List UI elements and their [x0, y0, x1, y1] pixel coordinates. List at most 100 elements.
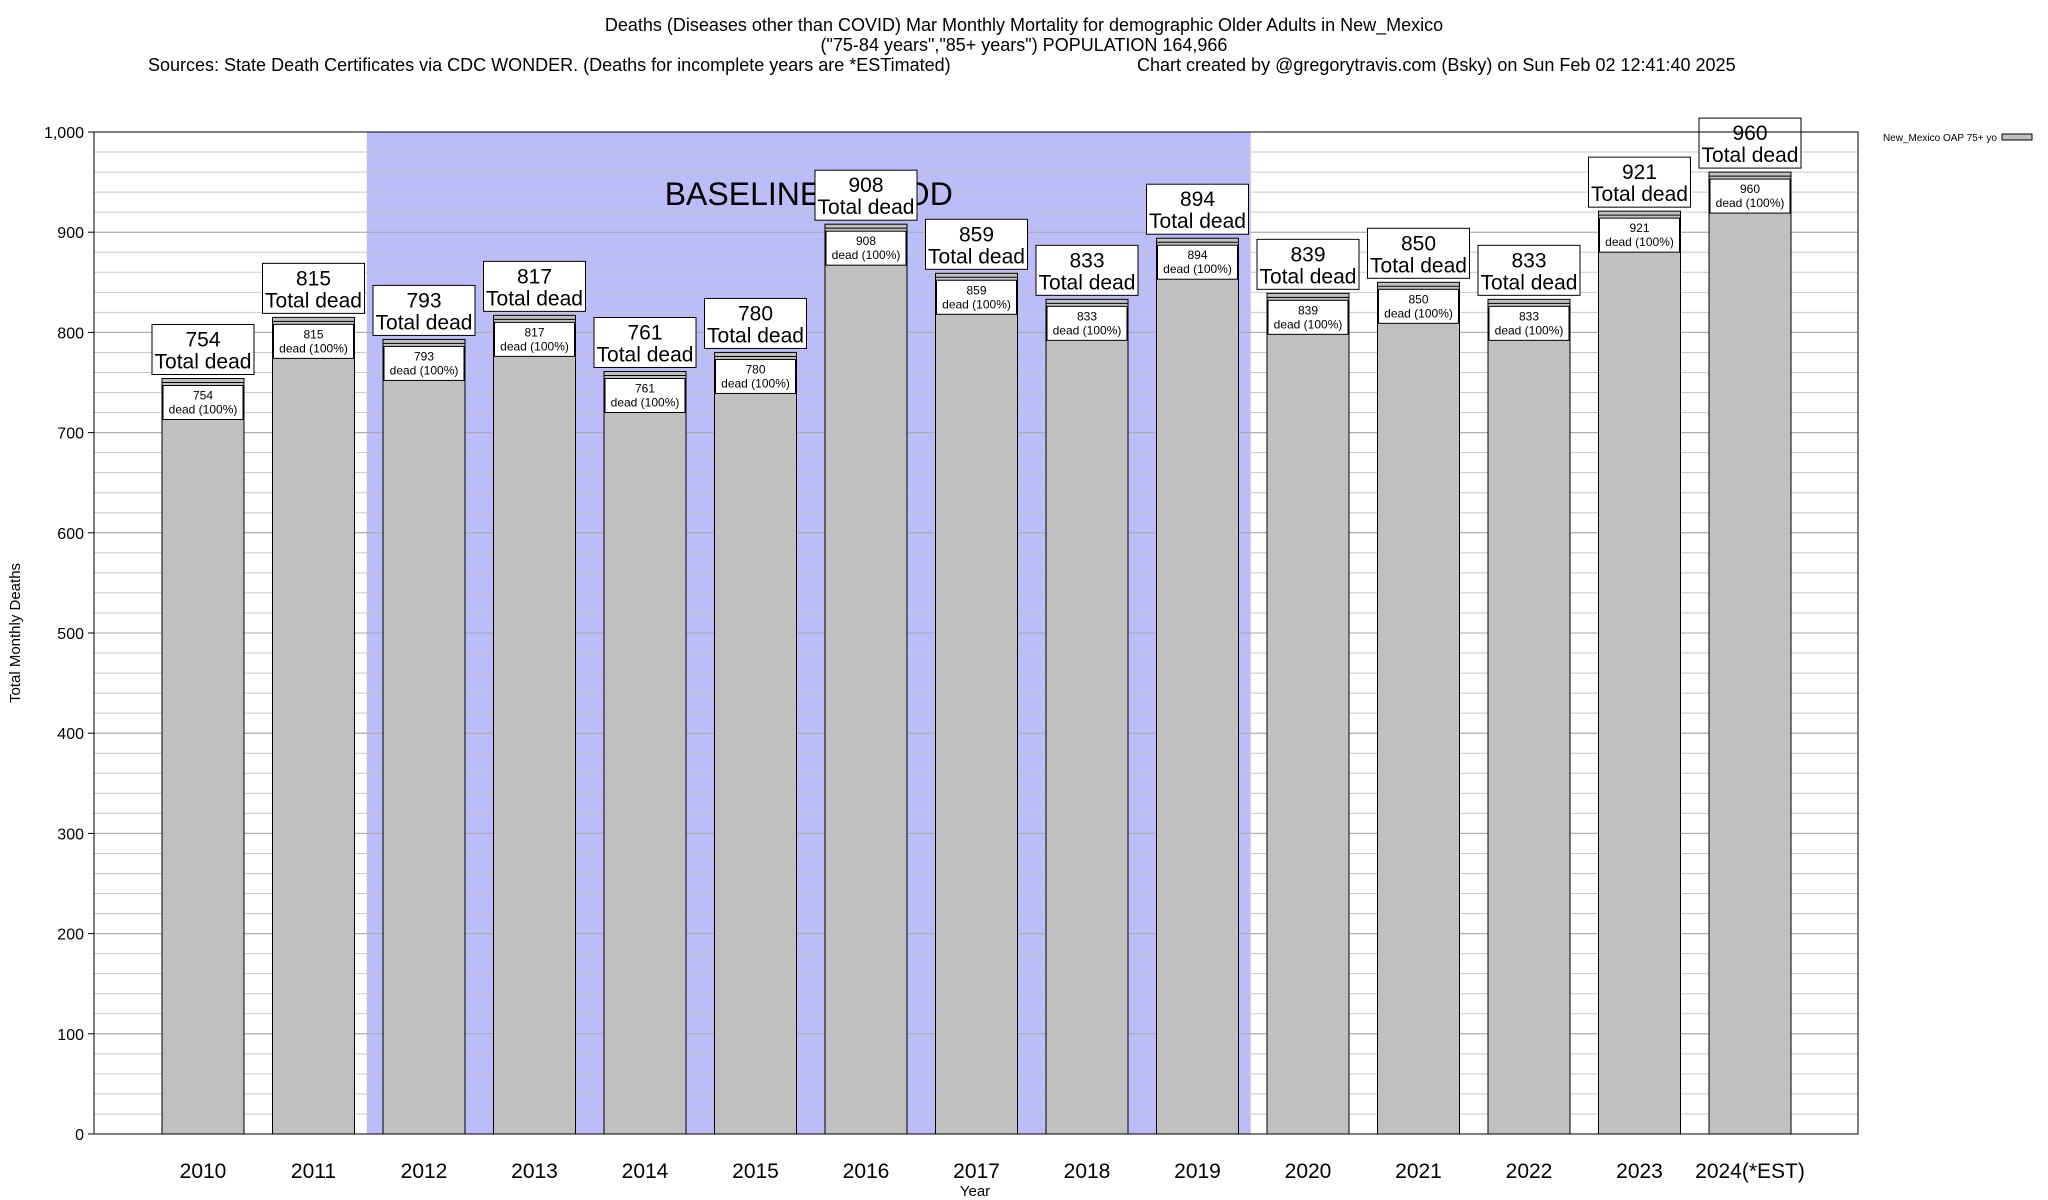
x-tick-label: 2020 — [1285, 1160, 1332, 1183]
bar-total-label-box — [1146, 183, 1249, 235]
bar-inner-value-label: 960 — [1740, 182, 1760, 196]
bar-inner-label-box — [1599, 217, 1680, 253]
bar — [1487, 298, 1571, 1135]
x-tick-label: 2024(*EST) — [1695, 1160, 1805, 1183]
bar — [824, 223, 908, 1135]
bar-inner-value-label: 793 — [414, 349, 434, 363]
x-tick-label: 2022 — [1506, 1160, 1553, 1183]
legend-swatch — [2001, 133, 2033, 141]
bar-inner-value-label: 761 — [635, 381, 655, 395]
bar-total-label-box — [704, 297, 807, 349]
legend-label: New_Mexico OAP 75+ yo — [1883, 133, 1997, 144]
bar-inner-percent-label: dead (100%) — [1053, 323, 1122, 337]
bar-total-label-box — [1477, 244, 1581, 296]
x-tick-label: 2021 — [1395, 1160, 1442, 1183]
bar-inner-percent-label: dead (100%) — [1495, 323, 1564, 337]
bar-inner-value-label: 921 — [1629, 221, 1649, 235]
bar — [1708, 171, 1792, 1135]
bar-inner-label-box — [1267, 299, 1349, 335]
bar-total-label-box — [814, 169, 918, 221]
bar-inner-label-box — [1157, 244, 1238, 280]
bar-total-text-label: Total dead — [707, 324, 804, 347]
bar-inner-value-label: 850 — [1408, 292, 1428, 306]
bar-inner-percent-label: dead (100%) — [1384, 306, 1453, 320]
bar-total-value-label: 839 — [1290, 243, 1325, 266]
bar — [1266, 292, 1350, 1135]
bar-total-value-label: 859 — [959, 223, 994, 246]
bar-inner-label-box — [273, 323, 354, 359]
y-tick-label: 400 — [57, 726, 84, 743]
bar-total-text-label: Total dead — [265, 289, 362, 312]
bar-inner-percent-label: dead (100%) — [500, 339, 569, 353]
x-tick-label: 2019 — [1174, 1160, 1221, 1183]
bar-inner-value-label: 780 — [745, 362, 765, 376]
bar-total-label-box — [1588, 156, 1691, 208]
x-tick-label: 2023 — [1616, 1160, 1663, 1183]
x-tick-label: 2014 — [622, 1160, 669, 1183]
bar-total-value-label: 833 — [1511, 249, 1546, 272]
bar — [382, 338, 466, 1135]
bar-total-text-label: Total dead — [928, 245, 1025, 268]
bar-total-text-label: Total dead — [1260, 265, 1357, 288]
bar-total-text-label: Total dead — [155, 350, 252, 373]
x-axis-label: Year — [960, 1183, 990, 1200]
bar-inner-value-label: 894 — [1187, 248, 1207, 262]
x-tick-label: 2016 — [843, 1160, 890, 1183]
chart-credit: Chart created by @gregorytravis.com (Bsk… — [1137, 55, 1736, 75]
y-tick-label: 800 — [57, 325, 84, 342]
bar-total-value-label: 908 — [848, 174, 883, 197]
bar-inner-percent-label: dead (100%) — [1605, 235, 1674, 249]
bar — [161, 377, 245, 1135]
bar-inner-label-box — [1709, 178, 1791, 214]
x-tick-label: 2015 — [732, 1160, 779, 1183]
bar-inner-label-box — [494, 321, 575, 357]
bar-total-label-box — [483, 260, 586, 312]
y-tick-label: 600 — [57, 526, 84, 543]
bar-inner-value-label: 833 — [1519, 309, 1539, 323]
bar-inner-label-box — [1046, 305, 1128, 341]
x-tick-label: 2011 — [291, 1160, 336, 1183]
bar — [935, 272, 1018, 1135]
bar-inner-percent-label: dead (100%) — [721, 376, 790, 390]
x-tick-label: 2013 — [511, 1160, 558, 1183]
x-tick-label: 2012 — [401, 1160, 448, 1183]
bar-inner-percent-label: dead (100%) — [1716, 196, 1785, 210]
bar — [603, 370, 687, 1135]
bar-total-value-label: 833 — [1069, 249, 1104, 272]
y-tick-label: 0 — [75, 1127, 84, 1144]
bar-total-label-box — [925, 218, 1028, 270]
bar-inner-percent-label: dead (100%) — [390, 363, 459, 377]
bar-total-label-box — [1035, 244, 1139, 296]
bar-total-text-label: Total dead — [1702, 144, 1799, 167]
y-tick-label: 1,000 — [44, 125, 84, 142]
bar-inner-value-label: 859 — [966, 283, 986, 297]
bar-total-value-label: 921 — [1622, 161, 1657, 184]
bar-total-value-label: 850 — [1401, 232, 1436, 255]
bar — [1598, 210, 1681, 1135]
bar-inner-value-label: 839 — [1298, 303, 1318, 317]
y-tick-label: 300 — [57, 826, 84, 843]
bar-total-text-label: Total dead — [1591, 183, 1688, 206]
x-tick-label: 2018 — [1064, 1160, 1111, 1183]
bar-total-value-label: 793 — [406, 289, 441, 312]
bar — [272, 316, 355, 1135]
y-tick-label: 500 — [57, 626, 84, 643]
bar-inner-value-label: 817 — [524, 325, 544, 339]
y-tick-label: 100 — [57, 1027, 84, 1044]
bar-total-text-label: Total dead — [1481, 271, 1578, 294]
bar-total-text-label: Total dead — [376, 311, 473, 334]
bar — [714, 351, 797, 1135]
bar-total-text-label: Total dead — [597, 343, 694, 366]
y-axis-label: Total Monthly Deaths — [7, 563, 24, 703]
bar-inner-value-label: 908 — [856, 234, 876, 248]
bar-inner-label-box — [936, 279, 1017, 315]
chart-source-note: Sources: State Death Certificates via CD… — [148, 55, 951, 75]
bar-total-text-label: Total dead — [818, 196, 915, 219]
bar — [493, 314, 576, 1135]
x-tick-label: 2010 — [180, 1160, 227, 1183]
bar-total-value-label: 960 — [1732, 122, 1767, 145]
bar-total-text-label: Total dead — [1370, 254, 1467, 277]
bar-inner-label-box — [383, 345, 465, 381]
